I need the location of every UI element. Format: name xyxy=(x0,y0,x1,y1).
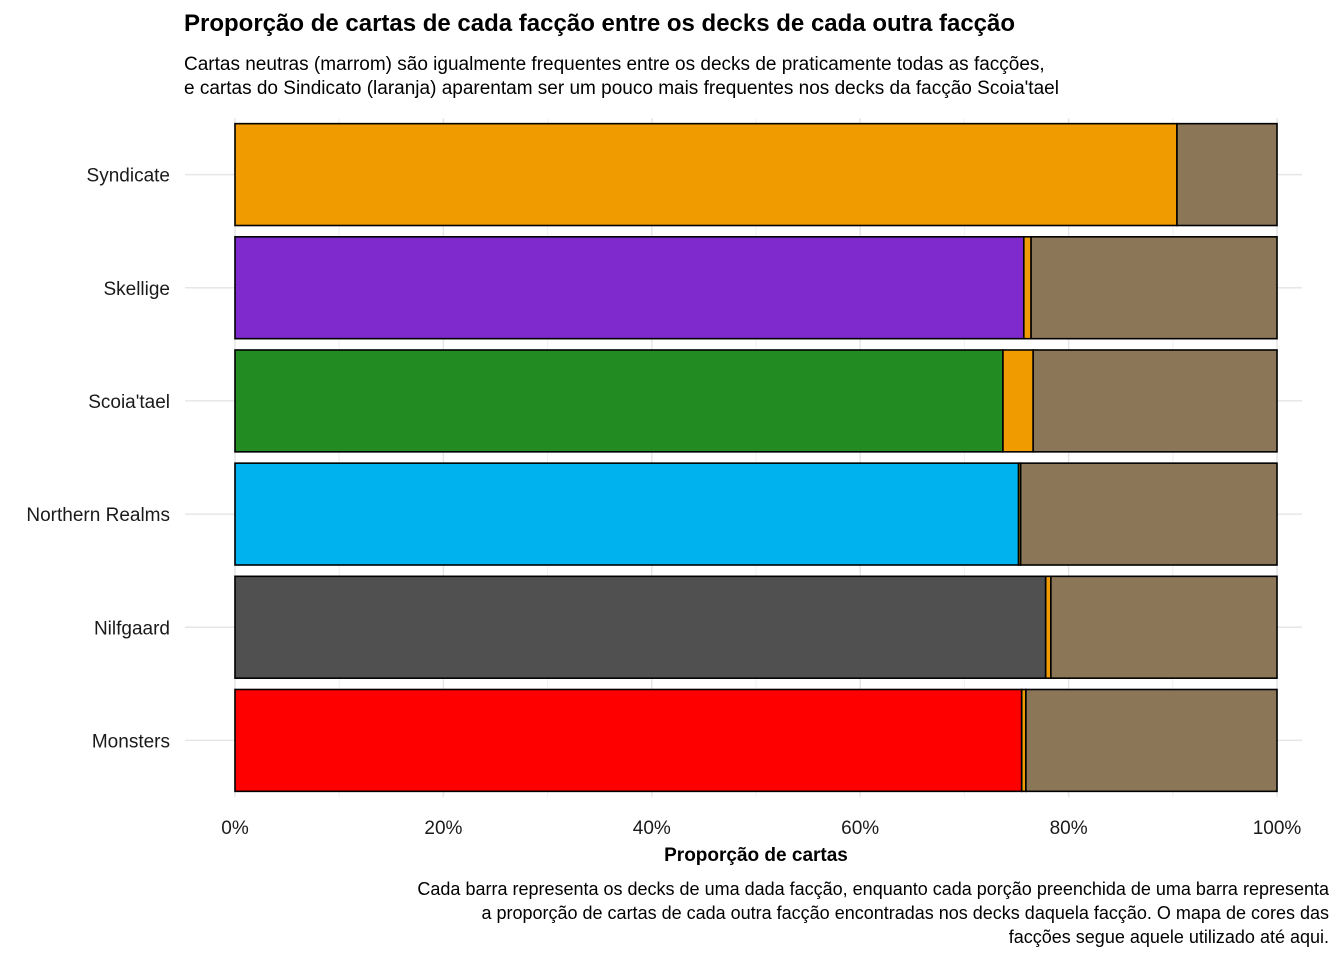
bar-skellige-skellige-segment xyxy=(234,236,1025,340)
y-tick-label: Monsters xyxy=(92,731,170,752)
x-tick-labels: 0% 20% 40% 60% 80% 100% xyxy=(221,818,1301,839)
chart-subtitle: Cartas neutras (marrom) são igualmente f… xyxy=(184,53,1059,101)
bar-northern-realms-neutral-segment xyxy=(1019,462,1278,566)
x-tick-label: 20% xyxy=(424,818,462,839)
chart-caption: Cada barra representa os decks de uma da… xyxy=(417,877,1329,949)
x-tick-label: 100% xyxy=(1253,818,1302,839)
subtitle-line-1: Cartas neutras (marrom) são igualmente f… xyxy=(184,54,1045,75)
subtitle-line-2: e cartas do Sindicato (laranja) aparenta… xyxy=(184,78,1059,99)
bar-scoia-tael-syndicate-segment xyxy=(1002,349,1034,453)
bar-northern-realms-northern-realms-segment xyxy=(234,462,1020,566)
x-tick-label: 80% xyxy=(1050,818,1088,839)
caption-line-3: facções segue aquele utilizado até aqui. xyxy=(1008,927,1329,947)
bar-syndicate-neutral-segment xyxy=(1176,122,1278,227)
bar-scoia-tael-neutral-segment xyxy=(1032,349,1278,453)
y-tick-label: Syndicate xyxy=(87,166,170,187)
bars xyxy=(234,122,1278,793)
x-tick-label: 0% xyxy=(221,818,249,839)
bar-scoia-tael-scoia-tael-segment xyxy=(234,349,1004,453)
x-axis-label: Proporção de cartas xyxy=(664,845,848,866)
bar-nilfgaard-nilfgaard-segment xyxy=(234,575,1047,679)
bar-nilfgaard-neutral-segment xyxy=(1050,575,1278,679)
y-tick-label: Northern Realms xyxy=(26,505,170,526)
bar-skellige-syndicate-segment xyxy=(1022,236,1032,340)
chart-title: Proporção de cartas de cada facção entre… xyxy=(184,10,1016,37)
caption-line-1: Cada barra representa os decks de uma da… xyxy=(417,879,1329,899)
bar-monsters-neutral-segment xyxy=(1025,688,1278,793)
x-tick-label: 60% xyxy=(841,818,879,839)
x-tick-label: 40% xyxy=(633,818,671,839)
bar-syndicate-syndicate-segment xyxy=(234,122,1178,227)
bar-monsters-monsters-segment xyxy=(234,688,1023,793)
y-tick-labels: Syndicate Skellige Scoia'tael Northern Real… xyxy=(26,166,170,753)
caption-line-2: a proporção de cartas de cada outra facç… xyxy=(481,903,1329,923)
y-tick-label: Nilfgaard xyxy=(94,618,170,639)
bar-skellige-neutral-segment xyxy=(1030,236,1278,340)
y-tick-label: Scoia'tael xyxy=(88,392,170,413)
y-tick-label: Skellige xyxy=(103,279,170,300)
